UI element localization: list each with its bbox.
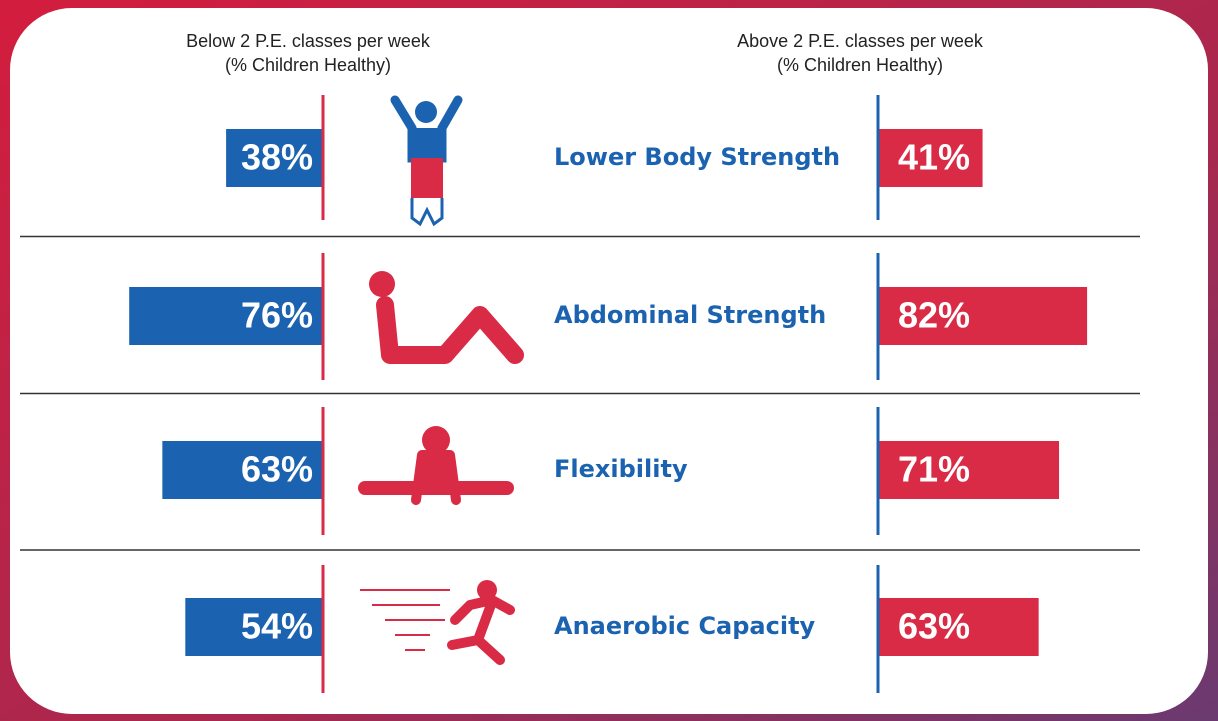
value-label: 71%	[898, 449, 970, 490]
bar	[878, 598, 1039, 656]
bar	[226, 129, 323, 187]
category-label: Flexibility	[554, 455, 688, 483]
bar	[878, 287, 1088, 345]
value-label: 82%	[898, 295, 970, 336]
value-label: 63%	[898, 606, 970, 647]
value-label: 76%	[241, 295, 313, 336]
value-label: 63%	[241, 449, 313, 490]
bar	[878, 441, 1060, 499]
value-label: 54%	[241, 606, 313, 647]
value-label: 38%	[241, 137, 313, 178]
category-label: Anaerobic Capacity	[554, 612, 816, 640]
category-label: Lower Body Strength	[554, 143, 840, 171]
bar	[129, 287, 323, 345]
bar	[878, 129, 983, 187]
bar	[162, 441, 323, 499]
left-header: Below 2 P.E. classes per week	[186, 31, 431, 51]
bar	[185, 598, 323, 656]
category-label: Abdominal Strength	[554, 301, 826, 329]
right-subheader: (% Children Healthy)	[777, 55, 943, 75]
right-header: Above 2 P.E. classes per week	[737, 31, 984, 51]
value-label: 41%	[898, 137, 970, 178]
left-subheader: (% Children Healthy)	[225, 55, 391, 75]
icons	[358, 95, 524, 665]
